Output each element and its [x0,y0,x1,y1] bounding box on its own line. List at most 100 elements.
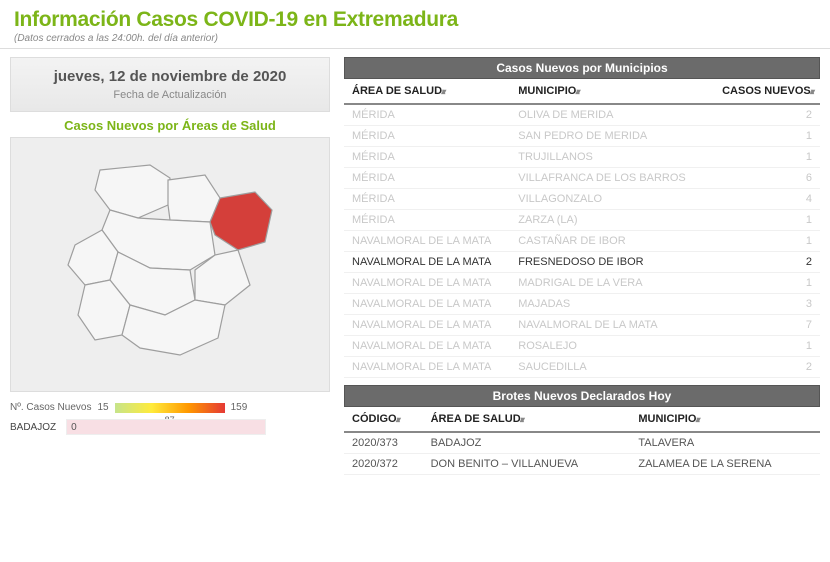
cell-mun: TALAVERA [630,432,820,454]
brotes-col-municipio[interactable]: MUNICIPIO [630,407,820,432]
cell-area: NAVALMORAL DE LA MATA [344,252,510,273]
cell-area: BADAJOZ [423,432,631,454]
cell-mun: VILLAGONZALO [510,189,706,210]
map-region-highlight[interactable] [210,192,272,250]
update-label: Fecha de Actualización [17,89,323,101]
cell-mun: ROSALEJO [510,336,706,357]
brotes-col-area[interactable]: ÁREA DE SALUD [423,407,631,432]
table-row[interactable]: NAVALMORAL DE LA MATANAVALMORAL DE LA MA… [344,315,820,336]
cell-n: 2 [707,104,820,126]
cell-n: 4 [707,189,820,210]
cell-mun: ZALAMEA DE LA SERENA [630,454,820,475]
legend-max: 159 [231,402,248,413]
extremadura-map [40,150,300,380]
cell-mun: CASTAÑAR DE IBOR [510,231,706,252]
table-row[interactable]: 2020/373BADAJOZTALAVERA [344,432,820,454]
cell-mun: TRUJILLANOS [510,147,706,168]
main-layout: jueves, 12 de noviembre de 2020 Fecha de… [0,49,830,557]
cell-n: 6 [707,168,820,189]
cell-mun: OLIVA DE MERIDA [510,104,706,126]
map-region[interactable] [95,165,170,218]
mun-col-municipio[interactable]: MUNICIPIO [510,79,706,104]
cell-area: NAVALMORAL DE LA MATA [344,315,510,336]
table-row[interactable]: MÉRIDAVILLAGONZALO4 [344,189,820,210]
cell-n: 2 [707,378,820,380]
table-row[interactable]: MÉRIDAZARZA (LA)1 [344,210,820,231]
update-date: jueves, 12 de noviembre de 2020 [17,68,323,85]
mun-table: ÁREA DE SALUD MUNICIPIO CASOS NUEVOS MÉR… [344,79,820,379]
legend-label: Nº. Casos Nuevos [10,402,91,413]
cell-mun: ZARZA (LA) [510,210,706,231]
table-row[interactable]: NAVALMORAL DE LA MATACASTAÑAR DE IBOR1 [344,231,820,252]
right-column: Casos Nuevos por Municipios ÁREA DE SALU… [340,49,830,557]
table-row[interactable]: NAVALMORAL DE LA MATAROSALEJO1 [344,336,820,357]
mun-col-casos[interactable]: CASOS NUEVOS [707,79,820,104]
map-region[interactable] [168,175,220,222]
cell-mun: MADRIGAL DE LA VERA [510,273,706,294]
cell-mun: FRESNEDOSO DE IBOR [510,252,706,273]
table-row[interactable]: MÉRIDAVILLAFRANCA DE LOS BARROS6 [344,168,820,189]
brotes-table: CÓDIGO ÁREA DE SALUD MUNICIPIO 2020/373B… [344,407,820,475]
cell-area: MÉRIDA [344,126,510,147]
brotes-col-codigo[interactable]: CÓDIGO [344,407,423,432]
badajoz-bar: 0 [66,419,266,435]
cell-mun: SAUCEDILLA [510,357,706,378]
table-row[interactable]: 2020/372DON BENITO – VILLANUEVAZALAMEA D… [344,454,820,475]
page-subtitle: (Datos cerrados a las 24:00h. del día an… [14,33,816,44]
legend-min: 15 [97,402,108,413]
cell-codigo: 2020/373 [344,432,423,454]
map-panel-title: Casos Nuevos por Áreas de Salud [10,118,330,133]
cell-n: 1 [707,126,820,147]
table-row[interactable]: MÉRIDATRUJILLANOS1 [344,147,820,168]
legend-row: Nº. Casos Nuevos 15 87 159 [10,402,330,413]
date-box: jueves, 12 de noviembre de 2020 Fecha de… [10,57,330,112]
cell-n: 3 [707,294,820,315]
table-row[interactable]: NAVALMORAL DE LA MATAMAJADAS3 [344,294,820,315]
mun-section-title: Casos Nuevos por Municipios [344,57,820,79]
page-title: Información Casos COVID-19 en Extremadur… [14,8,816,32]
cell-mun: NAVALMORAL DE LA MATA [510,315,706,336]
cell-area: NAVALMORAL DE LA MATA [344,273,510,294]
cell-area: PLASENCIA [344,378,510,380]
legend-gradient: 87 [115,403,225,413]
table-row[interactable]: NAVALMORAL DE LA MATAMADRIGAL DE LA VERA… [344,273,820,294]
cell-area: DON BENITO – VILLANUEVA [423,454,631,475]
cell-n: 1 [707,210,820,231]
cell-codigo: 2020/372 [344,454,423,475]
mun-table-wrap: ÁREA DE SALUD MUNICIPIO CASOS NUEVOS MÉR… [344,79,820,379]
cell-area: NAVALMORAL DE LA MATA [344,294,510,315]
table-row[interactable]: NAVALMORAL DE LA MATASAUCEDILLA2 [344,357,820,378]
cell-mun: SAN PEDRO DE MERIDA [510,126,706,147]
map-box[interactable] [10,137,330,392]
badajoz-value: 0 [71,420,77,436]
cell-area: MÉRIDA [344,189,510,210]
cell-n: 1 [707,147,820,168]
cell-area: NAVALMORAL DE LA MATA [344,336,510,357]
table-row[interactable]: MÉRIDASAN PEDRO DE MERIDA1 [344,126,820,147]
cell-n: 1 [707,231,820,252]
mun-col-area[interactable]: ÁREA DE SALUD [344,79,510,104]
badajoz-label: BADAJOZ [10,422,56,433]
cell-area: NAVALMORAL DE LA MATA [344,231,510,252]
page-header: Información Casos COVID-19 en Extremadur… [0,0,830,49]
cell-area: MÉRIDA [344,168,510,189]
table-row[interactable]: MÉRIDAOLIVA DE MERIDA2 [344,104,820,126]
cell-area: MÉRIDA [344,147,510,168]
cell-mun: ALDEANUEVA DE LA VERA [510,378,706,380]
table-row[interactable]: PLASENCIAALDEANUEVA DE LA VERA2 [344,378,820,380]
cell-n: 2 [707,252,820,273]
table-row[interactable]: NAVALMORAL DE LA MATAFRESNEDOSO DE IBOR2 [344,252,820,273]
cell-mun: MAJADAS [510,294,706,315]
cell-n: 2 [707,357,820,378]
cell-n: 1 [707,273,820,294]
cell-mun: VILLAFRANCA DE LOS BARROS [510,168,706,189]
cell-area: MÉRIDA [344,210,510,231]
left-column: jueves, 12 de noviembre de 2020 Fecha de… [0,49,340,557]
badajoz-row: BADAJOZ 0 [10,419,330,435]
cell-n: 1 [707,336,820,357]
brotes-block: Brotes Nuevos Declarados Hoy CÓDIGO ÁREA… [344,385,820,475]
cell-area: NAVALMORAL DE LA MATA [344,357,510,378]
brotes-section-title: Brotes Nuevos Declarados Hoy [344,385,820,407]
cell-area: MÉRIDA [344,104,510,126]
cell-n: 7 [707,315,820,336]
